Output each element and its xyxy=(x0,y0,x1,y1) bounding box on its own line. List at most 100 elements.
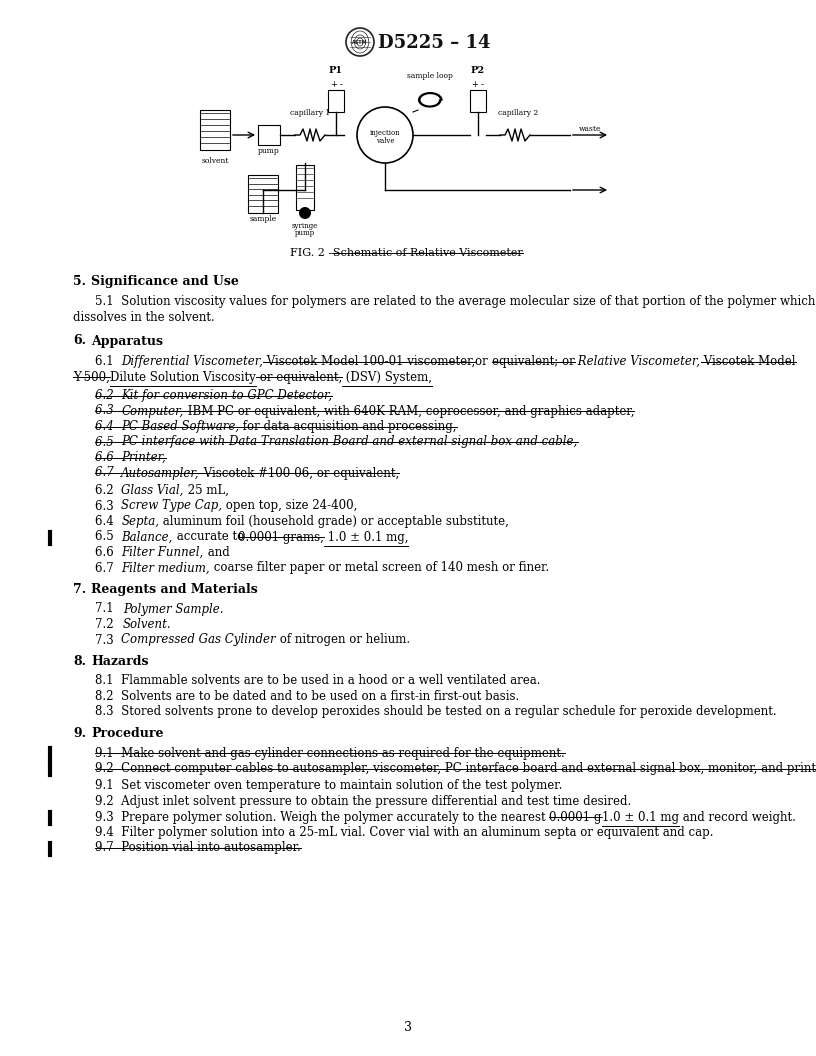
Text: 6.5: 6.5 xyxy=(95,530,122,544)
Text: Hazards: Hazards xyxy=(91,655,149,668)
Text: or: or xyxy=(475,355,492,367)
Text: pump: pump xyxy=(295,229,315,237)
Text: Computer,: Computer, xyxy=(122,404,184,417)
Text: 6.4: 6.4 xyxy=(95,515,122,528)
Text: solvent: solvent xyxy=(202,157,228,165)
Text: PC Based Software,: PC Based Software, xyxy=(122,420,239,433)
Text: Printer,: Printer, xyxy=(122,451,166,464)
Text: Relative Viscometer,: Relative Viscometer, xyxy=(574,355,700,367)
Text: 6.3: 6.3 xyxy=(95,499,122,512)
Text: 1.0 ± 0.1 mg: 1.0 ± 0.1 mg xyxy=(601,811,679,824)
Text: Filter medium,: Filter medium, xyxy=(122,562,210,574)
Text: valve: valve xyxy=(375,137,394,145)
Bar xyxy=(328,90,344,112)
Text: (DSV) System,: (DSV) System, xyxy=(342,371,432,383)
Text: FIG. 2 —: FIG. 2 — xyxy=(290,248,339,258)
Text: 7.3: 7.3 xyxy=(95,634,122,646)
Text: -: - xyxy=(340,80,343,89)
Text: 9.: 9. xyxy=(73,727,86,740)
Bar xyxy=(248,175,278,213)
Text: dissolves in the solvent.: dissolves in the solvent. xyxy=(73,312,215,324)
Text: aluminum foil (household grade) or acceptable substitute,: aluminum foil (household grade) or accep… xyxy=(159,515,509,528)
Text: syringe: syringe xyxy=(292,222,318,230)
Text: 9.7  Position vial into autosampler.: 9.7 Position vial into autosampler. xyxy=(95,842,301,854)
Text: 6.: 6. xyxy=(73,335,86,347)
Text: 3: 3 xyxy=(404,1021,412,1034)
Text: P1: P1 xyxy=(329,65,343,75)
Text: 0.0001 grams,: 0.0001 grams, xyxy=(237,530,323,544)
Circle shape xyxy=(299,207,311,219)
Text: 8.1  Flammable solvents are to be used in a hood or a well ventilated area.: 8.1 Flammable solvents are to be used in… xyxy=(95,675,540,687)
Text: ASTM: ASTM xyxy=(353,40,368,45)
Text: D5225 – 14: D5225 – 14 xyxy=(378,34,490,52)
Text: Glass Vial,: Glass Vial, xyxy=(121,484,184,497)
Text: 8.3  Stored solvents prone to develop peroxides should be tested on a regular sc: 8.3 Stored solvents prone to develop per… xyxy=(95,705,777,718)
Text: Screw Type Cap,: Screw Type Cap, xyxy=(122,499,222,512)
Text: Dilute Solution Viscosity: Dilute Solution Viscosity xyxy=(110,371,255,383)
Text: Significance and Use: Significance and Use xyxy=(91,275,239,288)
Bar xyxy=(296,165,314,210)
Text: Filter Funnel,: Filter Funnel, xyxy=(122,546,203,559)
Text: Reagents and Materials: Reagents and Materials xyxy=(91,583,258,596)
Text: Kit for conversion to GPC Detector,: Kit for conversion to GPC Detector, xyxy=(122,389,332,402)
Text: 9.4  Filter polymer solution into a 25-mL vial. Cover vial with an aluminum sept: 9.4 Filter polymer solution into a 25-mL… xyxy=(95,826,713,840)
Text: P2: P2 xyxy=(471,65,485,75)
Bar xyxy=(258,125,280,145)
Text: Y-500,: Y-500, xyxy=(73,371,110,383)
Text: 6.4: 6.4 xyxy=(95,420,122,433)
Text: Viscotek Model 100-01 viscometer,: Viscotek Model 100-01 viscometer, xyxy=(263,355,475,367)
Text: open top, size 24-400,: open top, size 24-400, xyxy=(222,499,357,512)
Text: and record weight.: and record weight. xyxy=(679,811,796,824)
Text: 7.: 7. xyxy=(73,583,86,596)
Text: 6.2: 6.2 xyxy=(95,484,121,497)
Text: 9.3  Prepare polymer solution. Weigh the polymer accurately to the nearest: 9.3 Prepare polymer solution. Weigh the … xyxy=(95,811,549,824)
Text: Polymer Sample.: Polymer Sample. xyxy=(123,603,224,616)
Text: Differential Viscometer,: Differential Viscometer, xyxy=(121,355,263,367)
Text: 7.1: 7.1 xyxy=(95,603,121,616)
Text: 8.2  Solvents are to be dated and to be used on a first-in first-out basis.: 8.2 Solvents are to be dated and to be u… xyxy=(95,690,519,703)
Text: 8.: 8. xyxy=(73,655,86,668)
Text: 6.1: 6.1 xyxy=(95,355,121,367)
Text: Autosampler,: Autosampler, xyxy=(122,467,200,479)
Text: 9.1  Set viscometer oven temperature to maintain solution of the test polymer.: 9.1 Set viscometer oven temperature to m… xyxy=(95,779,562,792)
Text: 25 mL,: 25 mL, xyxy=(184,484,228,497)
Text: Compressed Gas Cylinder: Compressed Gas Cylinder xyxy=(122,634,276,646)
Text: for data acquisition and processing,: for data acquisition and processing, xyxy=(239,420,457,433)
Text: 5.1  Solution viscosity values for polymers are related to the average molecular: 5.1 Solution viscosity values for polyme… xyxy=(95,296,815,308)
Text: waste: waste xyxy=(579,125,601,133)
Text: Solvent.: Solvent. xyxy=(123,618,171,631)
Text: PC interface with Data Translation Board and external signal box and cable,: PC interface with Data Translation Board… xyxy=(122,435,578,449)
Text: 9.1  Make solvent and gas cylinder connections as required for the equipment.: 9.1 Make solvent and gas cylinder connec… xyxy=(95,747,565,759)
Text: 6.2: 6.2 xyxy=(95,389,122,402)
Text: capillary 1: capillary 1 xyxy=(290,109,330,117)
Text: Apparatus: Apparatus xyxy=(91,335,163,347)
Text: 9.2  Adjust inlet solvent pressure to obtain the pressure differential and test : 9.2 Adjust inlet solvent pressure to obt… xyxy=(95,795,632,808)
Bar xyxy=(470,90,486,112)
Text: IBM PC or equivalent, with 640K RAM, coprocessor, and graphics adapter,: IBM PC or equivalent, with 640K RAM, cop… xyxy=(184,404,634,417)
Text: sample: sample xyxy=(250,215,277,223)
Text: Balance,: Balance, xyxy=(122,530,173,544)
Text: coarse filter paper or metal screen of 140 mesh or finer.: coarse filter paper or metal screen of 1… xyxy=(210,562,549,574)
Text: 6.7: 6.7 xyxy=(95,467,122,479)
Text: 6.7: 6.7 xyxy=(95,562,122,574)
Text: 1.0 ± 0.1 mg,: 1.0 ± 0.1 mg, xyxy=(323,530,408,544)
Text: of nitrogen or helium.: of nitrogen or helium. xyxy=(276,634,410,646)
Text: sample loop: sample loop xyxy=(407,72,453,80)
Text: 7.2: 7.2 xyxy=(95,618,121,631)
Text: +: + xyxy=(330,80,337,89)
Bar xyxy=(200,110,230,150)
Text: Septa,: Septa, xyxy=(122,515,159,528)
Text: 6.3: 6.3 xyxy=(95,404,122,417)
Text: +: + xyxy=(471,80,478,89)
Text: injection: injection xyxy=(370,129,401,137)
Text: 9.2  Connect computer cables to autosampler, viscometer, PC interface board and : 9.2 Connect computer cables to autosampl… xyxy=(95,762,816,775)
Text: Procedure: Procedure xyxy=(91,727,163,740)
Text: and: and xyxy=(203,546,229,559)
Text: 0.0001 g: 0.0001 g xyxy=(549,811,601,824)
Text: Schematic of Relative Viscometer: Schematic of Relative Viscometer xyxy=(333,248,523,258)
Text: pump: pump xyxy=(258,147,280,155)
Text: -: - xyxy=(481,80,484,89)
Text: 6.6: 6.6 xyxy=(95,451,122,464)
Text: capillary 2: capillary 2 xyxy=(498,109,538,117)
Text: or equivalent,: or equivalent, xyxy=(255,371,342,383)
